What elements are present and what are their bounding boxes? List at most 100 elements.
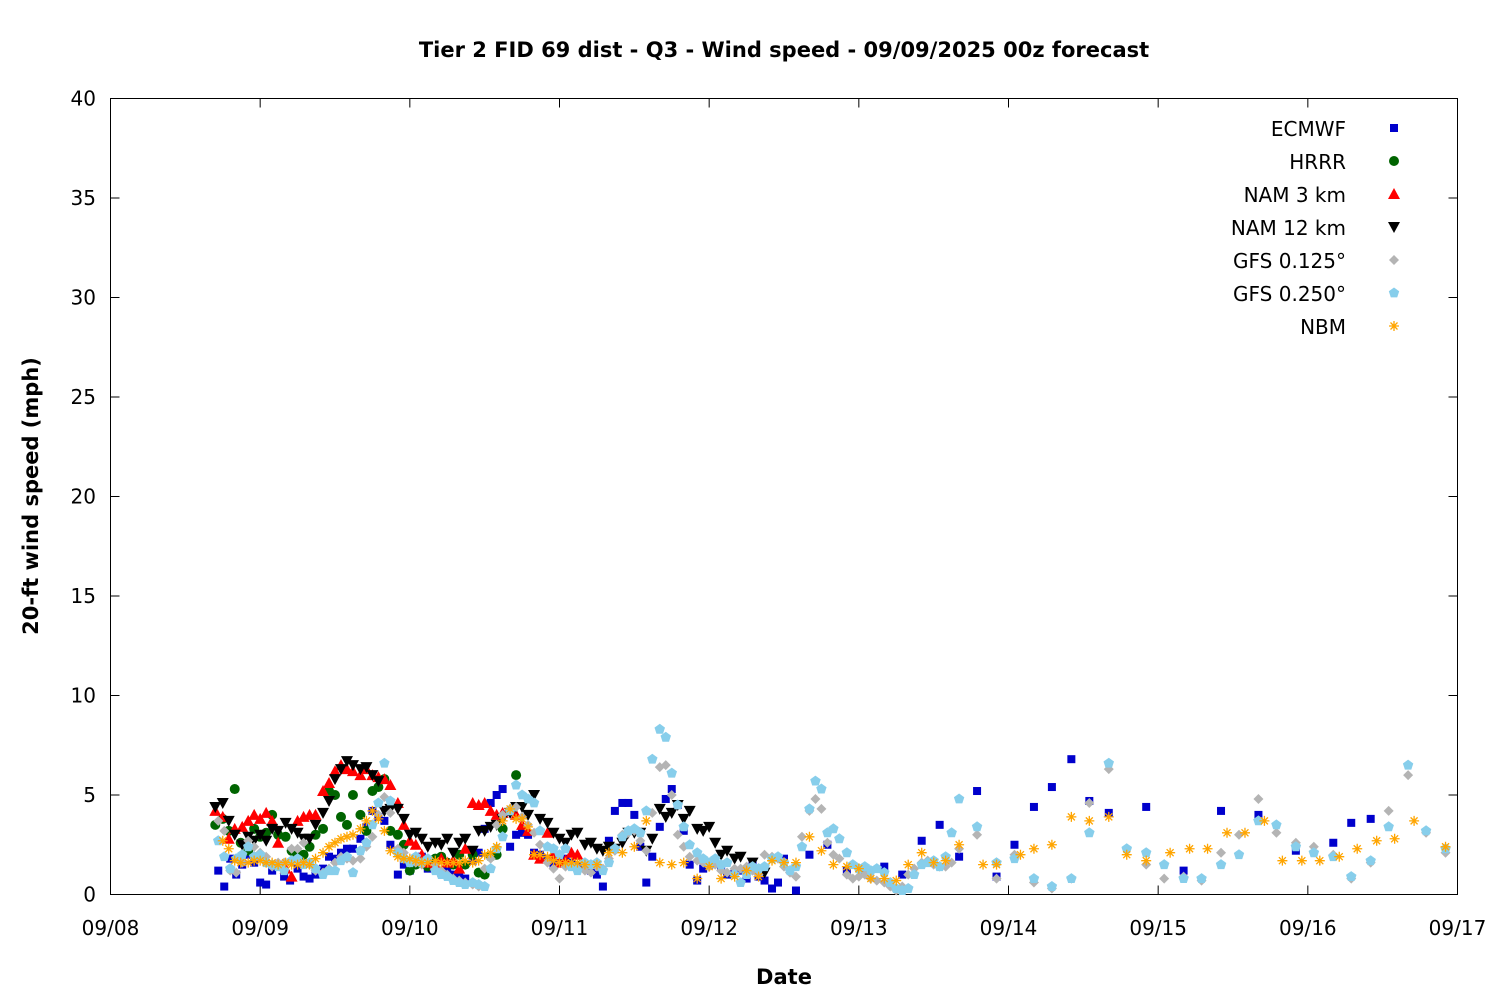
data-point (209, 801, 222, 813)
data-point (1084, 827, 1095, 838)
data-point (335, 833, 346, 844)
data-point (654, 723, 665, 734)
data-point (478, 796, 491, 808)
data-point (317, 807, 330, 819)
data-point (641, 815, 652, 826)
data-point (310, 863, 321, 874)
y-tick-label: 10 (71, 684, 96, 708)
data-point (666, 859, 677, 870)
data-point (1217, 806, 1226, 815)
data-point (341, 851, 353, 862)
data-point (435, 839, 448, 851)
data-point (898, 870, 907, 879)
data-point (1084, 815, 1095, 826)
data-point (1103, 811, 1114, 822)
legend-marker (1389, 255, 1399, 265)
data-point (392, 829, 403, 840)
data-point (459, 833, 472, 845)
data-point (347, 867, 359, 878)
data-point (1216, 847, 1227, 858)
data-point (630, 810, 639, 819)
data-point (548, 843, 559, 854)
chart-title: Tier 2 FID 69 dist - Q3 - Wind speed - 0… (419, 38, 1149, 62)
data-point (254, 829, 267, 841)
data-point (347, 829, 358, 840)
data-point (603, 847, 614, 858)
data-point (292, 853, 303, 864)
data-point (677, 813, 690, 825)
data-point (709, 837, 722, 849)
data-point (229, 784, 240, 795)
data-point (973, 787, 982, 796)
data-point (273, 859, 284, 870)
data-point (1047, 783, 1056, 792)
data-point (734, 851, 747, 863)
x-axis-label: Date (756, 965, 812, 989)
data-point (653, 803, 666, 815)
x-tick-label: 09/13 (830, 916, 888, 940)
data-point (516, 801, 529, 813)
y-tick-label: 40 (71, 87, 96, 111)
data-point (1141, 847, 1152, 858)
data-point (554, 857, 565, 868)
data-point (541, 817, 554, 829)
data-point (479, 881, 490, 891)
data-point (1067, 755, 1076, 764)
data-point (305, 874, 314, 883)
y-axis-label: 20-ft wind speed (mph) (19, 357, 43, 635)
y-tick-label: 15 (71, 584, 96, 608)
data-point (585, 867, 596, 878)
series-nbm (217, 803, 1451, 886)
data-point (266, 814, 279, 826)
data-point (660, 731, 671, 742)
data-point (978, 859, 989, 870)
data-point (392, 851, 403, 862)
data-point (360, 762, 373, 774)
data-point (659, 811, 672, 823)
data-point (459, 842, 472, 854)
data-point (242, 814, 255, 826)
data-point (366, 770, 379, 782)
data-point (254, 849, 266, 860)
data-point (226, 854, 235, 863)
data-point (880, 862, 889, 871)
data-point (372, 776, 385, 788)
y-tick-label: 20 (71, 485, 96, 509)
legend-marker (1389, 321, 1399, 331)
data-point (1254, 810, 1263, 819)
data-point (517, 813, 528, 824)
data-point (534, 813, 547, 825)
data-point (367, 805, 378, 816)
data-point (222, 815, 235, 827)
data-point (909, 869, 920, 879)
data-point (822, 837, 833, 848)
data-point (553, 833, 566, 845)
data-point (1352, 843, 1363, 854)
data-point (309, 808, 322, 820)
legend-marker (1390, 124, 1398, 132)
data-point (223, 843, 234, 854)
data-point (1165, 847, 1176, 858)
data-point (1066, 873, 1077, 883)
data-point (1141, 855, 1152, 866)
data-point (1066, 811, 1077, 822)
data-point (342, 844, 351, 853)
data-point (665, 807, 678, 819)
data-point (1010, 840, 1019, 849)
legend-label: NAM 3 km (1244, 183, 1346, 207)
data-point (660, 760, 671, 771)
data-point (871, 863, 882, 874)
data-point (646, 833, 659, 845)
x-tick-label: 09/09 (231, 916, 289, 940)
data-point (506, 842, 515, 851)
data-point (841, 847, 853, 858)
data-point (1383, 805, 1394, 816)
data-point (529, 849, 540, 860)
data-point (790, 857, 801, 868)
y-tick-label: 25 (71, 385, 96, 409)
data-point (591, 859, 602, 870)
data-point (436, 857, 447, 868)
data-point (373, 797, 384, 808)
data-point (1121, 843, 1132, 854)
data-point (1239, 827, 1250, 838)
